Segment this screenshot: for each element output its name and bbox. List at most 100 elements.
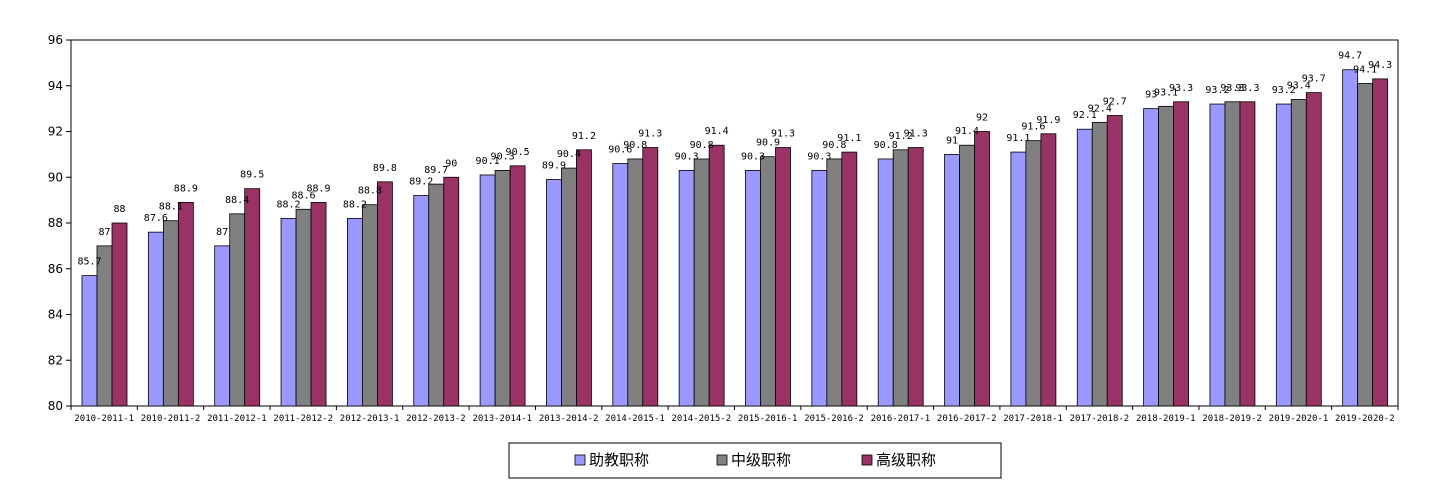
bar bbox=[1305, 92, 1322, 407]
bar bbox=[877, 158, 894, 407]
bar bbox=[310, 202, 327, 407]
bar bbox=[1342, 69, 1359, 407]
bar bbox=[708, 144, 725, 407]
bar bbox=[1158, 105, 1174, 407]
data-label: 88.2 bbox=[343, 199, 367, 210]
legend-label: 高级职称 bbox=[876, 451, 936, 469]
bar bbox=[1173, 101, 1189, 407]
x-tick-label: 2011-2012-1 bbox=[207, 414, 267, 424]
data-label: 94.1 bbox=[1353, 64, 1377, 75]
data-label: 92.1 bbox=[1073, 110, 1097, 121]
data-label: 91.4 bbox=[955, 126, 979, 137]
x-tick-label: 2017-2018-2 bbox=[1070, 414, 1130, 424]
data-label: 90.9 bbox=[756, 138, 780, 149]
bar bbox=[494, 169, 511, 407]
bar bbox=[1290, 99, 1307, 407]
bar bbox=[1040, 133, 1057, 407]
data-label: 85.7 bbox=[77, 257, 101, 268]
y-tick-label: 96 bbox=[48, 33, 63, 47]
data-label: 94.3 bbox=[1368, 60, 1392, 71]
legend-swatch bbox=[716, 454, 728, 466]
bar bbox=[546, 179, 562, 407]
data-label: 91.4 bbox=[705, 126, 729, 137]
data-label: 90.1 bbox=[476, 156, 500, 167]
x-tick-label: 2011-2012-2 bbox=[273, 414, 333, 424]
y-tick-label: 86 bbox=[48, 262, 63, 276]
y-tick-label: 92 bbox=[48, 125, 63, 139]
y-tick-label: 82 bbox=[48, 353, 63, 367]
bar bbox=[775, 147, 791, 407]
data-label: 87.6 bbox=[144, 213, 168, 224]
bar bbox=[229, 213, 246, 407]
x-axis: 2010-2011-1 2010-2011-2 2011-2012-1 2011-20… bbox=[70, 406, 1399, 424]
bar bbox=[627, 158, 644, 407]
data-label: 91.1 bbox=[1006, 133, 1030, 144]
x-tick-label: 2010-2011-1 bbox=[74, 414, 134, 424]
bar bbox=[760, 156, 776, 407]
data-label: 91.2 bbox=[572, 131, 596, 142]
data-label: 90.3 bbox=[741, 151, 765, 162]
data-label: 88.1 bbox=[159, 202, 183, 213]
data-label: 93.3 bbox=[1235, 83, 1259, 94]
data-label: 92.4 bbox=[1088, 103, 1112, 114]
bar bbox=[413, 195, 430, 407]
bar bbox=[479, 174, 496, 407]
data-label: 90.3 bbox=[807, 151, 831, 162]
legend-swatch bbox=[861, 454, 873, 466]
bar bbox=[509, 165, 526, 407]
data-labels: 85.7878887.688.188.98788.489.588.288.688… bbox=[77, 51, 1392, 268]
bar bbox=[111, 222, 128, 407]
bar bbox=[376, 181, 393, 407]
x-tick-label: 2016-2017-2 bbox=[937, 414, 997, 424]
bar bbox=[892, 149, 909, 407]
data-label: 87 bbox=[216, 227, 228, 238]
data-label: 88.6 bbox=[292, 190, 316, 201]
x-tick-label: 2015-2016-2 bbox=[804, 414, 864, 424]
data-label: 88.9 bbox=[174, 183, 198, 194]
bar bbox=[642, 147, 659, 407]
y-tick-label: 84 bbox=[48, 308, 63, 322]
legend: 助教职称 中级职称 高级职称 bbox=[508, 442, 1002, 479]
y-tick-label: 94 bbox=[48, 79, 63, 93]
x-tick-label: 2013-2014-1 bbox=[472, 414, 532, 424]
y-tick-label: 88 bbox=[48, 216, 63, 230]
bar bbox=[1010, 151, 1027, 407]
x-tick-label: 2010-2011-2 bbox=[141, 414, 201, 424]
bar bbox=[361, 204, 378, 407]
data-label: 90.8 bbox=[690, 140, 714, 151]
bar bbox=[1076, 128, 1093, 407]
bar bbox=[443, 176, 460, 407]
data-label: 88 bbox=[113, 204, 125, 215]
data-label: 90.8 bbox=[874, 140, 898, 151]
data-label: 90.8 bbox=[822, 140, 846, 151]
y-tick-label: 90 bbox=[48, 170, 63, 184]
data-label: 93.2 bbox=[1272, 85, 1296, 96]
data-label: 93.2 bbox=[1205, 85, 1229, 96]
bar bbox=[811, 169, 828, 407]
bars bbox=[81, 69, 1389, 407]
data-label: 87 bbox=[98, 227, 110, 238]
x-tick-label: 2013-2014-2 bbox=[539, 414, 599, 424]
bar bbox=[576, 149, 592, 407]
data-label: 91.9 bbox=[1036, 115, 1060, 126]
data-label: 91.6 bbox=[1021, 122, 1045, 133]
bar bbox=[81, 275, 98, 407]
data-label: 94.7 bbox=[1338, 51, 1362, 62]
data-label: 91.3 bbox=[904, 129, 928, 140]
data-label: 89.7 bbox=[424, 165, 448, 176]
data-label: 88.2 bbox=[277, 199, 301, 210]
legend-label: 中级职称 bbox=[731, 451, 791, 469]
bar bbox=[1106, 115, 1123, 407]
x-tick-label: 2018-2019-2 bbox=[1202, 414, 1262, 424]
bar bbox=[346, 218, 363, 407]
bar bbox=[1091, 121, 1108, 407]
data-label: 93.1 bbox=[1154, 87, 1178, 98]
x-tick-label: 2014-2015-2 bbox=[672, 414, 732, 424]
data-label: 88.8 bbox=[358, 186, 382, 197]
data-label: 91 bbox=[946, 135, 958, 146]
data-label: 93.3 bbox=[1220, 83, 1244, 94]
x-tick-label: 2019-2020-1 bbox=[1269, 414, 1329, 424]
data-label: 91.2 bbox=[889, 131, 913, 142]
bar bbox=[1025, 140, 1042, 407]
